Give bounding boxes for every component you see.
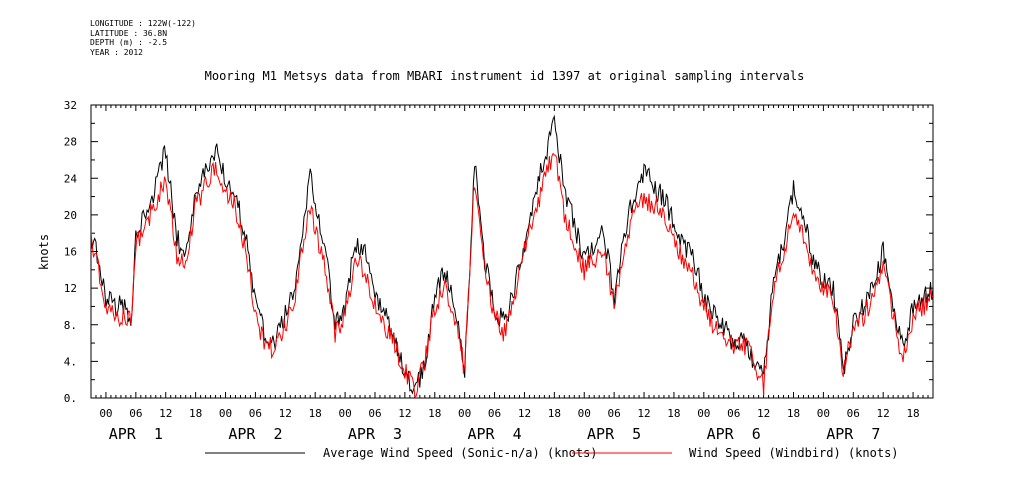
- x-tick-label: 06: [847, 407, 860, 420]
- x-tick-label: 00: [338, 407, 351, 420]
- meta-longitude: LONGITUDE : 122W(-122): [90, 19, 196, 28]
- x-tick-label: 06: [129, 407, 142, 420]
- y-tick-label: 0.: [64, 392, 77, 405]
- series-lines: [91, 114, 933, 397]
- legend: Average Wind Speed (Sonic-n/a) (knots) W…: [205, 446, 899, 460]
- x-tick-label: 12: [518, 407, 531, 420]
- meta-year: YEAR : 2012: [90, 47, 143, 57]
- x-tick-label: 06: [608, 407, 621, 420]
- chart-title: Mooring M1 Metsys data from MBARI instru…: [204, 69, 805, 83]
- x-tick-labels: 00 06 12 18 00 06 12 18 00 06 12 18 00 06 12 18 00 06 12 18…: [99, 407, 919, 420]
- x-tick-label: 06: [488, 407, 501, 420]
- x-tick-label: 18: [787, 407, 800, 420]
- y-tick-label: 4.: [64, 355, 77, 368]
- x-tick-label: 00: [817, 407, 830, 420]
- x-tick-label: 12: [757, 407, 770, 420]
- y-tick-label: 12: [64, 282, 77, 295]
- y-tick-label: 24: [64, 172, 78, 185]
- x-tick-label: 00: [697, 407, 710, 420]
- x-tick-label: 06: [368, 407, 381, 420]
- y-tick-labels: 0. 4. 8. 12 16 20 24 28 32: [64, 99, 78, 405]
- x-tick-label: 00: [458, 407, 471, 420]
- day-labels: APR 1 APR 2 APR 3 APR 4 APR 5 APR 6 APR 7: [109, 425, 881, 443]
- x-tick-label: 18: [906, 407, 919, 420]
- series-line-sonic: [91, 114, 933, 395]
- day-label: APR 4: [467, 425, 521, 443]
- x-tick-label: 06: [727, 407, 740, 420]
- day-label: APR 2: [228, 425, 282, 443]
- x-tick-label: 18: [667, 407, 680, 420]
- x-tick-label: 12: [279, 407, 292, 420]
- y-axis-label: knots: [37, 234, 51, 270]
- day-label: APR 1: [109, 425, 163, 443]
- y-tick-label: 20: [64, 209, 77, 222]
- legend-label-windbird: Wind Speed (Windbird) (knots): [689, 446, 899, 460]
- y-tick-label: 16: [64, 246, 77, 259]
- x-tick-label: 12: [877, 407, 890, 420]
- x-tick-label: 12: [159, 407, 172, 420]
- x-tick-label: 18: [189, 407, 202, 420]
- legend-label-sonic: Average Wind Speed (Sonic-n/a) (knots): [323, 446, 598, 460]
- x-tick-label: 18: [309, 407, 322, 420]
- series-line-windbird: [91, 152, 933, 397]
- x-tick-label: 06: [249, 407, 262, 420]
- meta-latitude: LATITUDE : 36.8N: [90, 28, 168, 38]
- meta-depth: DEPTH (m) : -2.5: [90, 38, 168, 47]
- x-tick-label: 00: [578, 407, 591, 420]
- x-tick-label: 18: [428, 407, 441, 420]
- day-label: APR 6: [707, 425, 761, 443]
- y-tick-label: 28: [64, 136, 77, 149]
- x-tick-label: 00: [99, 407, 112, 420]
- x-tick-label: 12: [637, 407, 650, 420]
- metadata-block: LONGITUDE : 122W(-122) LATITUDE : 36.8N …: [90, 19, 196, 57]
- y-tick-label: 8.: [64, 319, 77, 332]
- x-tick-label: 18: [548, 407, 561, 420]
- day-label: APR 3: [348, 425, 402, 443]
- x-tick-label: 00: [219, 407, 232, 420]
- day-label: APR 5: [587, 425, 641, 443]
- y-tick-label: 32: [64, 99, 77, 112]
- x-tick-label: 12: [398, 407, 411, 420]
- day-label: APR 7: [826, 425, 880, 443]
